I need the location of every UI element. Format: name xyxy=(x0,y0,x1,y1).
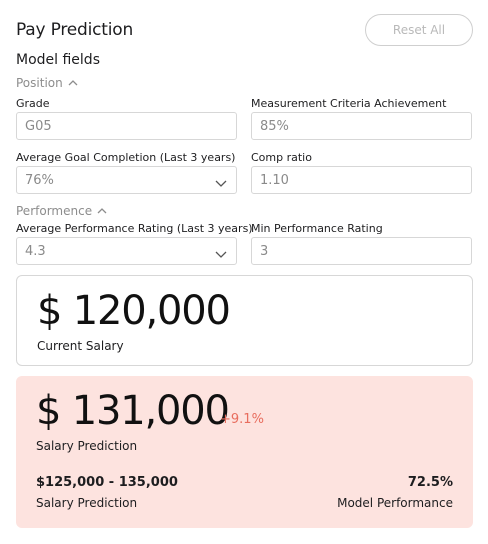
grade-input[interactable]: G05 xyxy=(16,112,237,140)
comp-ratio-label: Comp ratio xyxy=(251,151,312,164)
current-salary-card: $ 120,000 Current Salary xyxy=(16,275,473,366)
avg-rating-value: 4.3 xyxy=(25,243,46,259)
grade-label: Grade xyxy=(16,97,50,110)
prediction-range-label: Salary Prediction xyxy=(36,496,138,510)
comp-ratio-input[interactable]: 1.10 xyxy=(251,166,472,194)
goal-completion-field: Average Goal Completion (Last 3 years) 7… xyxy=(16,151,237,194)
salary-prediction-card: $ 131,000 +9.1% Salary Prediction $125,0… xyxy=(16,376,473,528)
avg-rating-select[interactable]: 4.3 xyxy=(16,237,237,265)
reset-all-button[interactable]: Reset All xyxy=(365,14,473,46)
goal-completion-select[interactable]: 76% xyxy=(16,166,237,194)
model-fields-title: Model fields xyxy=(16,52,100,68)
comp-ratio-value: 1.10 xyxy=(260,172,289,188)
measurement-label: Measurement Criteria Achievement xyxy=(251,97,447,110)
page-title: Pay Prediction xyxy=(16,20,134,40)
chevron-down-icon xyxy=(215,176,227,191)
current-salary-label: Current Salary xyxy=(37,339,124,353)
comp-ratio-field: Comp ratio 1.10 xyxy=(251,151,472,194)
current-salary-amount: $ 120,000 xyxy=(37,288,231,334)
goal-completion-value: 76% xyxy=(25,172,54,188)
position-group-toggle[interactable]: Position xyxy=(16,76,78,90)
min-rating-input[interactable]: 3 xyxy=(251,237,472,265)
min-rating-label: Min Performance Rating xyxy=(251,222,383,235)
min-rating-field: Min Performance Rating 3 xyxy=(251,222,472,265)
grade-value: G05 xyxy=(25,118,52,134)
prediction-range-value: $125,000 - 135,000 xyxy=(36,475,178,490)
avg-rating-field: Average Performance Rating (Last 3 years… xyxy=(16,222,253,265)
chevron-up-icon xyxy=(97,208,107,214)
salary-change-badge: +9.1% xyxy=(220,412,264,427)
performance-group-toggle[interactable]: Performence xyxy=(16,204,107,218)
chevron-up-icon xyxy=(68,80,78,86)
performance-group-label: Performence xyxy=(16,204,93,218)
grade-field: Grade G05 xyxy=(16,97,237,140)
page-header: Pay Prediction Reset All xyxy=(16,14,474,46)
measurement-field: Measurement Criteria Achievement 85% xyxy=(251,97,472,140)
predicted-salary-amount: $ 131,000 xyxy=(36,388,230,434)
goal-completion-label: Average Goal Completion (Last 3 years) xyxy=(16,151,236,164)
measurement-value: 85% xyxy=(260,118,289,134)
model-performance-value: 72.5% xyxy=(407,475,453,490)
min-rating-value: 3 xyxy=(260,243,269,259)
avg-rating-label: Average Performance Rating (Last 3 years… xyxy=(16,222,253,235)
model-performance-label: Model Performance xyxy=(337,496,453,510)
measurement-input[interactable]: 85% xyxy=(251,112,472,140)
chevron-down-icon xyxy=(215,247,227,262)
position-group-label: Position xyxy=(16,76,63,90)
predicted-salary-label: Salary Prediction xyxy=(36,439,138,453)
